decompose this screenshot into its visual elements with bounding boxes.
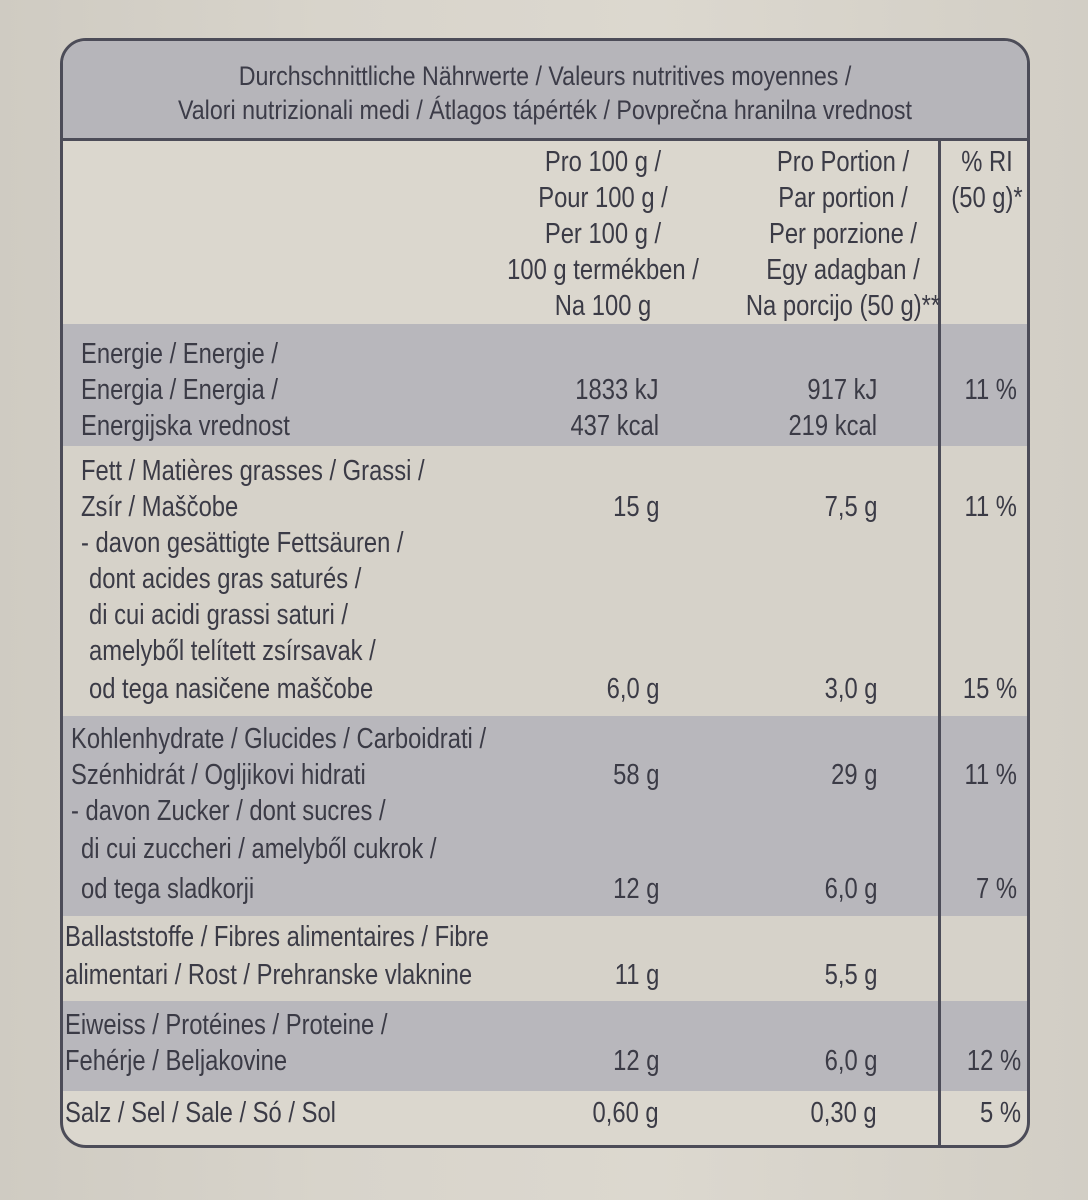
band-protein [63, 1001, 938, 1091]
saturated-label: - davon gesättigte Fettsäuren / [81, 527, 404, 559]
header-line-2: Valori nutrizionali medi / Átlagos tápér… [178, 95, 912, 125]
energy-portion-kcal: 219 kcal [788, 410, 877, 442]
sugars-label: di cui zuccheri / amelyből cukrok / [81, 833, 437, 865]
ri-line: (50 g)* [951, 182, 1023, 214]
protein-portion: 6,0 g [824, 1045, 877, 1077]
saturated-per100: 6,0 g [606, 673, 659, 705]
band-energy [63, 324, 938, 446]
nutrition-table: Durchschnittliche Nährwerte / Valeurs nu… [60, 38, 1030, 1148]
saturated-label: od tega nasičene maščobe [89, 673, 374, 705]
per100-line: Na 100 g [554, 290, 652, 322]
header-line-1: Durchschnittliche Nährwerte / Valeurs nu… [238, 61, 852, 91]
fibre-label: alimentari / Rost / Prehranske vlaknine [65, 959, 473, 991]
portion-line: Par portion / [778, 182, 908, 214]
portion-line: Per porzione / [768, 218, 918, 250]
per100-line: Pro 100 g / [544, 146, 662, 178]
energy-ri: 11 % [964, 374, 1017, 406]
saturated-label: di cui acidi grassi saturi / [89, 599, 349, 631]
portion-line: Egy adagban / [766, 254, 920, 286]
band-fat [63, 446, 938, 716]
ri-column-divider [938, 141, 941, 1145]
band-carbs [63, 716, 938, 916]
saturated-ri: 15 % [962, 673, 1017, 705]
fat-portion: 7,5 g [824, 491, 877, 523]
energy-per100-kcal: 437 kcal [570, 410, 659, 442]
band-fibre-ri [941, 916, 1027, 1001]
band-fibre [63, 916, 938, 1001]
energy-per100-kj: 1833 kJ [575, 374, 659, 406]
fat-ri: 11 % [964, 491, 1017, 523]
sugars-portion: 6,0 g [824, 873, 877, 905]
energy-label: Energia / Energia / [81, 374, 278, 406]
fibre-label: Ballaststoffe / Fibres alimentaires / Fi… [65, 921, 489, 953]
per100-line: Pour 100 g / [538, 182, 668, 214]
sugars-ri: 7 % [976, 873, 1017, 905]
energy-label: Energijska vrednost [81, 410, 290, 442]
protein-per100: 12 g [612, 1045, 659, 1077]
sugars-label: - davon Zucker / dont sucres / [71, 795, 386, 827]
salt-ri: 5 % [980, 1097, 1021, 1129]
per100-line: Per 100 g / [544, 218, 662, 250]
band-protein-ri [941, 1001, 1027, 1091]
carbs-ri: 11 % [964, 759, 1017, 791]
salt-per100: 0,60 g [592, 1097, 659, 1129]
energy-portion-kj: 917 kJ [806, 374, 877, 406]
saturated-label: amelyből telített zsírsavak / [89, 635, 376, 667]
band-energy-ri [941, 324, 1027, 446]
protein-ri: 12 % [966, 1045, 1021, 1077]
saturated-label: dont acides gras saturés / [89, 563, 362, 595]
fibre-per100: 11 g [614, 959, 659, 991]
table-header: Durchschnittliche Nährwerte / Valeurs nu… [63, 41, 1027, 141]
portion-line: Na porcijo (50 g)** [745, 290, 941, 322]
band-fat-ri [941, 446, 1027, 716]
fat-label: Fett / Matières grasses / Grassi / [81, 455, 425, 487]
band-carbs-ri [941, 716, 1027, 916]
fat-per100: 15 g [612, 491, 659, 523]
ri-line: % RI [961, 146, 1013, 178]
carbs-label: Szénhidrát / Ogljikovi hidrati [71, 759, 366, 791]
salt-label: Salz / Sel / Sale / Só / Sol [65, 1097, 336, 1129]
protein-label: Eiweiss / Protéines / Proteine / [65, 1009, 388, 1041]
carbs-portion: 29 g [830, 759, 877, 791]
per100-line: 100 g termékben / [507, 254, 699, 286]
fat-label: Zsír / Maščobe [81, 491, 239, 523]
energy-label: Energie / Energie / [81, 338, 278, 370]
protein-label: Fehérje / Beljakovine [65, 1045, 288, 1077]
portion-line: Pro Portion / [776, 146, 910, 178]
salt-portion: 0,30 g [810, 1097, 877, 1129]
fibre-portion: 5,5 g [824, 959, 877, 991]
sugars-per100: 12 g [612, 873, 659, 905]
sugars-label: od tega sladkorji [81, 873, 255, 905]
carbs-label: Kohlenhydrate / Glucides / Carboidrati / [71, 723, 487, 755]
carbs-per100: 58 g [612, 759, 659, 791]
saturated-portion: 3,0 g [824, 673, 877, 705]
